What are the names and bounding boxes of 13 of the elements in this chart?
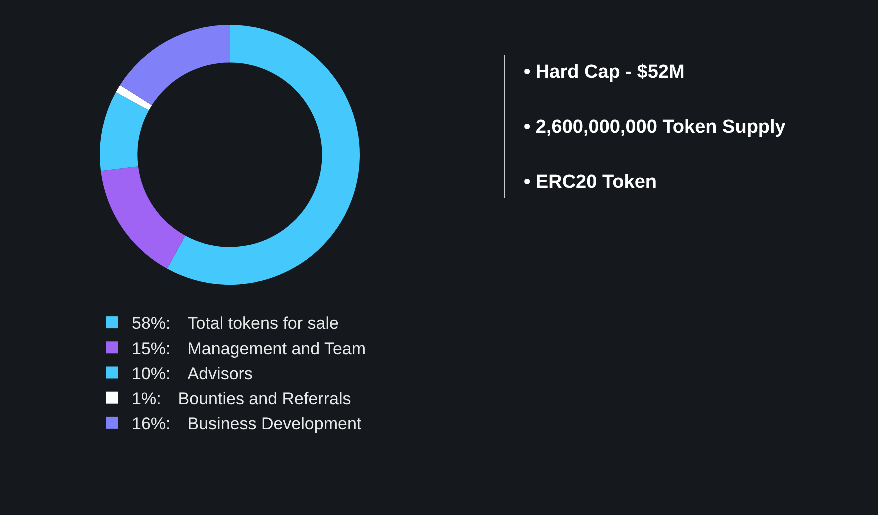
text: • 2,600,000,000 Token Supply xyxy=(524,117,786,138)
donut-slice xyxy=(116,85,152,111)
text: • ERC20 Token xyxy=(524,172,657,193)
donut-slice xyxy=(167,25,360,285)
text: • Hard Cap - $52M xyxy=(524,62,685,83)
legend-label: 15%: Management and Team xyxy=(132,339,366,358)
legend-label: 1%: Bounties and Referrals xyxy=(132,389,352,408)
legend-label: 10%: Advisors xyxy=(132,364,253,384)
legend-label: 58%: Total tokens for sale xyxy=(132,314,339,334)
legend-label: 16%: Business Development xyxy=(132,414,362,434)
donut-slice xyxy=(101,166,186,269)
donut-slice xyxy=(120,25,230,106)
donut-slice xyxy=(100,92,150,172)
